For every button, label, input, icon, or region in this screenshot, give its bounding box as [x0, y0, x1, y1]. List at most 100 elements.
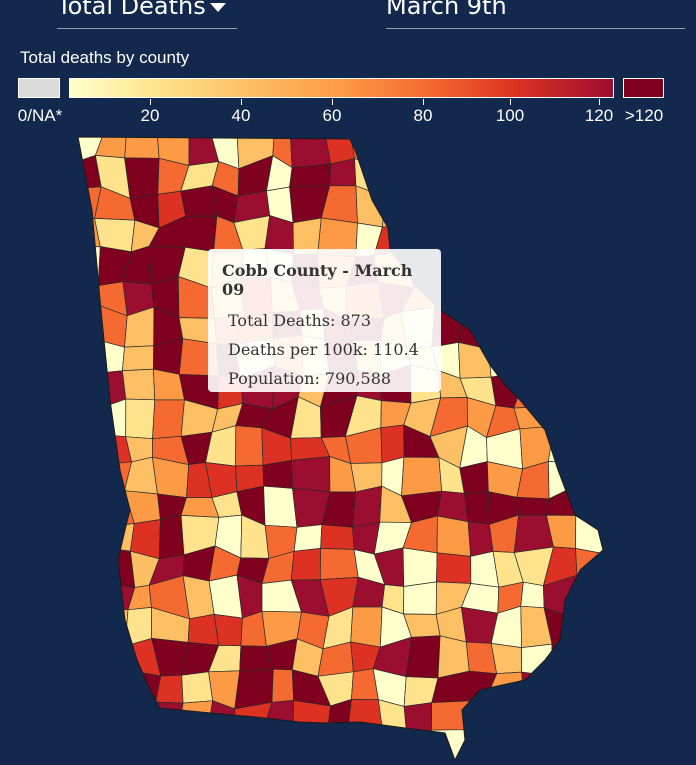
county-region[interactable] [544, 334, 581, 378]
county-region[interactable] [72, 607, 101, 644]
county-region[interactable] [550, 667, 579, 708]
county-region[interactable] [403, 581, 437, 615]
county-region[interactable] [95, 670, 135, 709]
county-region[interactable] [513, 371, 550, 409]
county-region[interactable] [184, 215, 218, 252]
county-region[interactable] [516, 496, 550, 516]
county-region[interactable] [402, 547, 438, 587]
county-region[interactable] [572, 485, 604, 518]
county-region[interactable] [485, 698, 526, 737]
county-region[interactable] [547, 132, 575, 162]
county-region[interactable] [436, 185, 472, 229]
county-region[interactable] [521, 643, 553, 677]
county-region[interactable] [430, 729, 466, 762]
county-region[interactable] [181, 671, 214, 704]
county-region[interactable] [524, 334, 547, 378]
county-region[interactable] [545, 725, 577, 762]
county-region[interactable] [573, 157, 604, 197]
county-region[interactable] [545, 216, 582, 254]
county-region[interactable] [575, 706, 604, 737]
county-region[interactable] [461, 250, 488, 290]
county-region[interactable] [124, 132, 160, 159]
county-region[interactable] [355, 185, 386, 228]
county-region[interactable] [151, 456, 190, 498]
county-region[interactable] [577, 251, 604, 279]
county-region[interactable] [152, 399, 185, 440]
county-region[interactable] [401, 456, 443, 497]
county-region[interactable] [263, 485, 298, 528]
county-region[interactable] [437, 635, 470, 679]
county-region[interactable] [517, 729, 553, 762]
county-region[interactable] [435, 222, 472, 251]
county-region[interactable] [548, 406, 574, 435]
county-region[interactable] [72, 703, 107, 739]
county-region[interactable] [520, 581, 545, 609]
county-region[interactable] [543, 277, 584, 318]
county-region[interactable] [401, 132, 434, 162]
county-region[interactable] [122, 368, 156, 401]
county-region[interactable] [405, 635, 441, 679]
county-region[interactable] [188, 132, 220, 166]
county-region[interactable] [96, 546, 136, 588]
county-region[interactable] [519, 185, 553, 224]
county-region[interactable] [262, 459, 293, 489]
county-region[interactable] [467, 521, 494, 557]
county-region[interactable] [490, 642, 522, 675]
county-region[interactable] [435, 246, 472, 285]
county-region[interactable] [575, 515, 604, 555]
county-region[interactable] [487, 305, 526, 350]
county-region[interactable] [289, 163, 332, 188]
county-region[interactable] [464, 698, 488, 737]
county-region[interactable] [577, 277, 604, 319]
county-region[interactable] [521, 671, 552, 707]
county-region[interactable] [350, 606, 383, 648]
county-region[interactable] [513, 406, 555, 430]
county-region[interactable] [431, 700, 471, 731]
county-region[interactable] [429, 132, 466, 163]
county-region[interactable] [292, 699, 331, 739]
county-region[interactable] [380, 424, 405, 464]
county-region[interactable] [72, 462, 105, 498]
county-region[interactable] [94, 132, 127, 159]
county-region[interactable] [95, 725, 135, 762]
county-region[interactable] [515, 218, 547, 259]
county-region[interactable] [495, 192, 523, 222]
county-region[interactable] [569, 192, 604, 218]
county-region[interactable] [72, 725, 102, 762]
county-region[interactable] [569, 216, 604, 254]
county-region[interactable] [405, 185, 443, 229]
county-region[interactable] [571, 725, 604, 762]
county-region[interactable] [382, 185, 410, 229]
county-region[interactable] [320, 524, 355, 550]
county-region[interactable] [377, 132, 406, 167]
county-region[interactable] [432, 155, 466, 192]
county-region[interactable] [570, 430, 604, 465]
county-region[interactable] [461, 284, 492, 314]
county-region[interactable] [486, 729, 526, 762]
date-dropdown[interactable]: March 9th [386, 0, 685, 29]
county-region[interactable] [403, 227, 443, 252]
county-region[interactable] [72, 281, 100, 306]
county-region[interactable] [485, 218, 523, 259]
county-region[interactable] [72, 635, 101, 679]
county-region[interactable] [158, 514, 185, 560]
county-region[interactable] [125, 398, 156, 440]
county-region[interactable] [234, 726, 272, 762]
metric-dropdown[interactable]: Total Deaths [57, 0, 237, 29]
county-region[interactable] [92, 523, 135, 552]
county-region[interactable] [263, 726, 302, 762]
county-region[interactable] [579, 309, 604, 346]
county-region[interactable] [122, 345, 155, 372]
county-region[interactable] [458, 132, 496, 166]
county-region[interactable] [520, 284, 549, 319]
county-region[interactable] [72, 582, 98, 620]
county-region[interactable] [572, 364, 604, 408]
county-region[interactable] [487, 343, 528, 378]
county-region[interactable] [154, 733, 187, 762]
county-region[interactable] [524, 697, 553, 735]
county-region[interactable] [100, 697, 135, 728]
county-region[interactable] [187, 613, 220, 646]
county-region[interactable] [573, 574, 604, 620]
county-region[interactable] [547, 425, 583, 465]
county-region[interactable] [521, 307, 547, 344]
